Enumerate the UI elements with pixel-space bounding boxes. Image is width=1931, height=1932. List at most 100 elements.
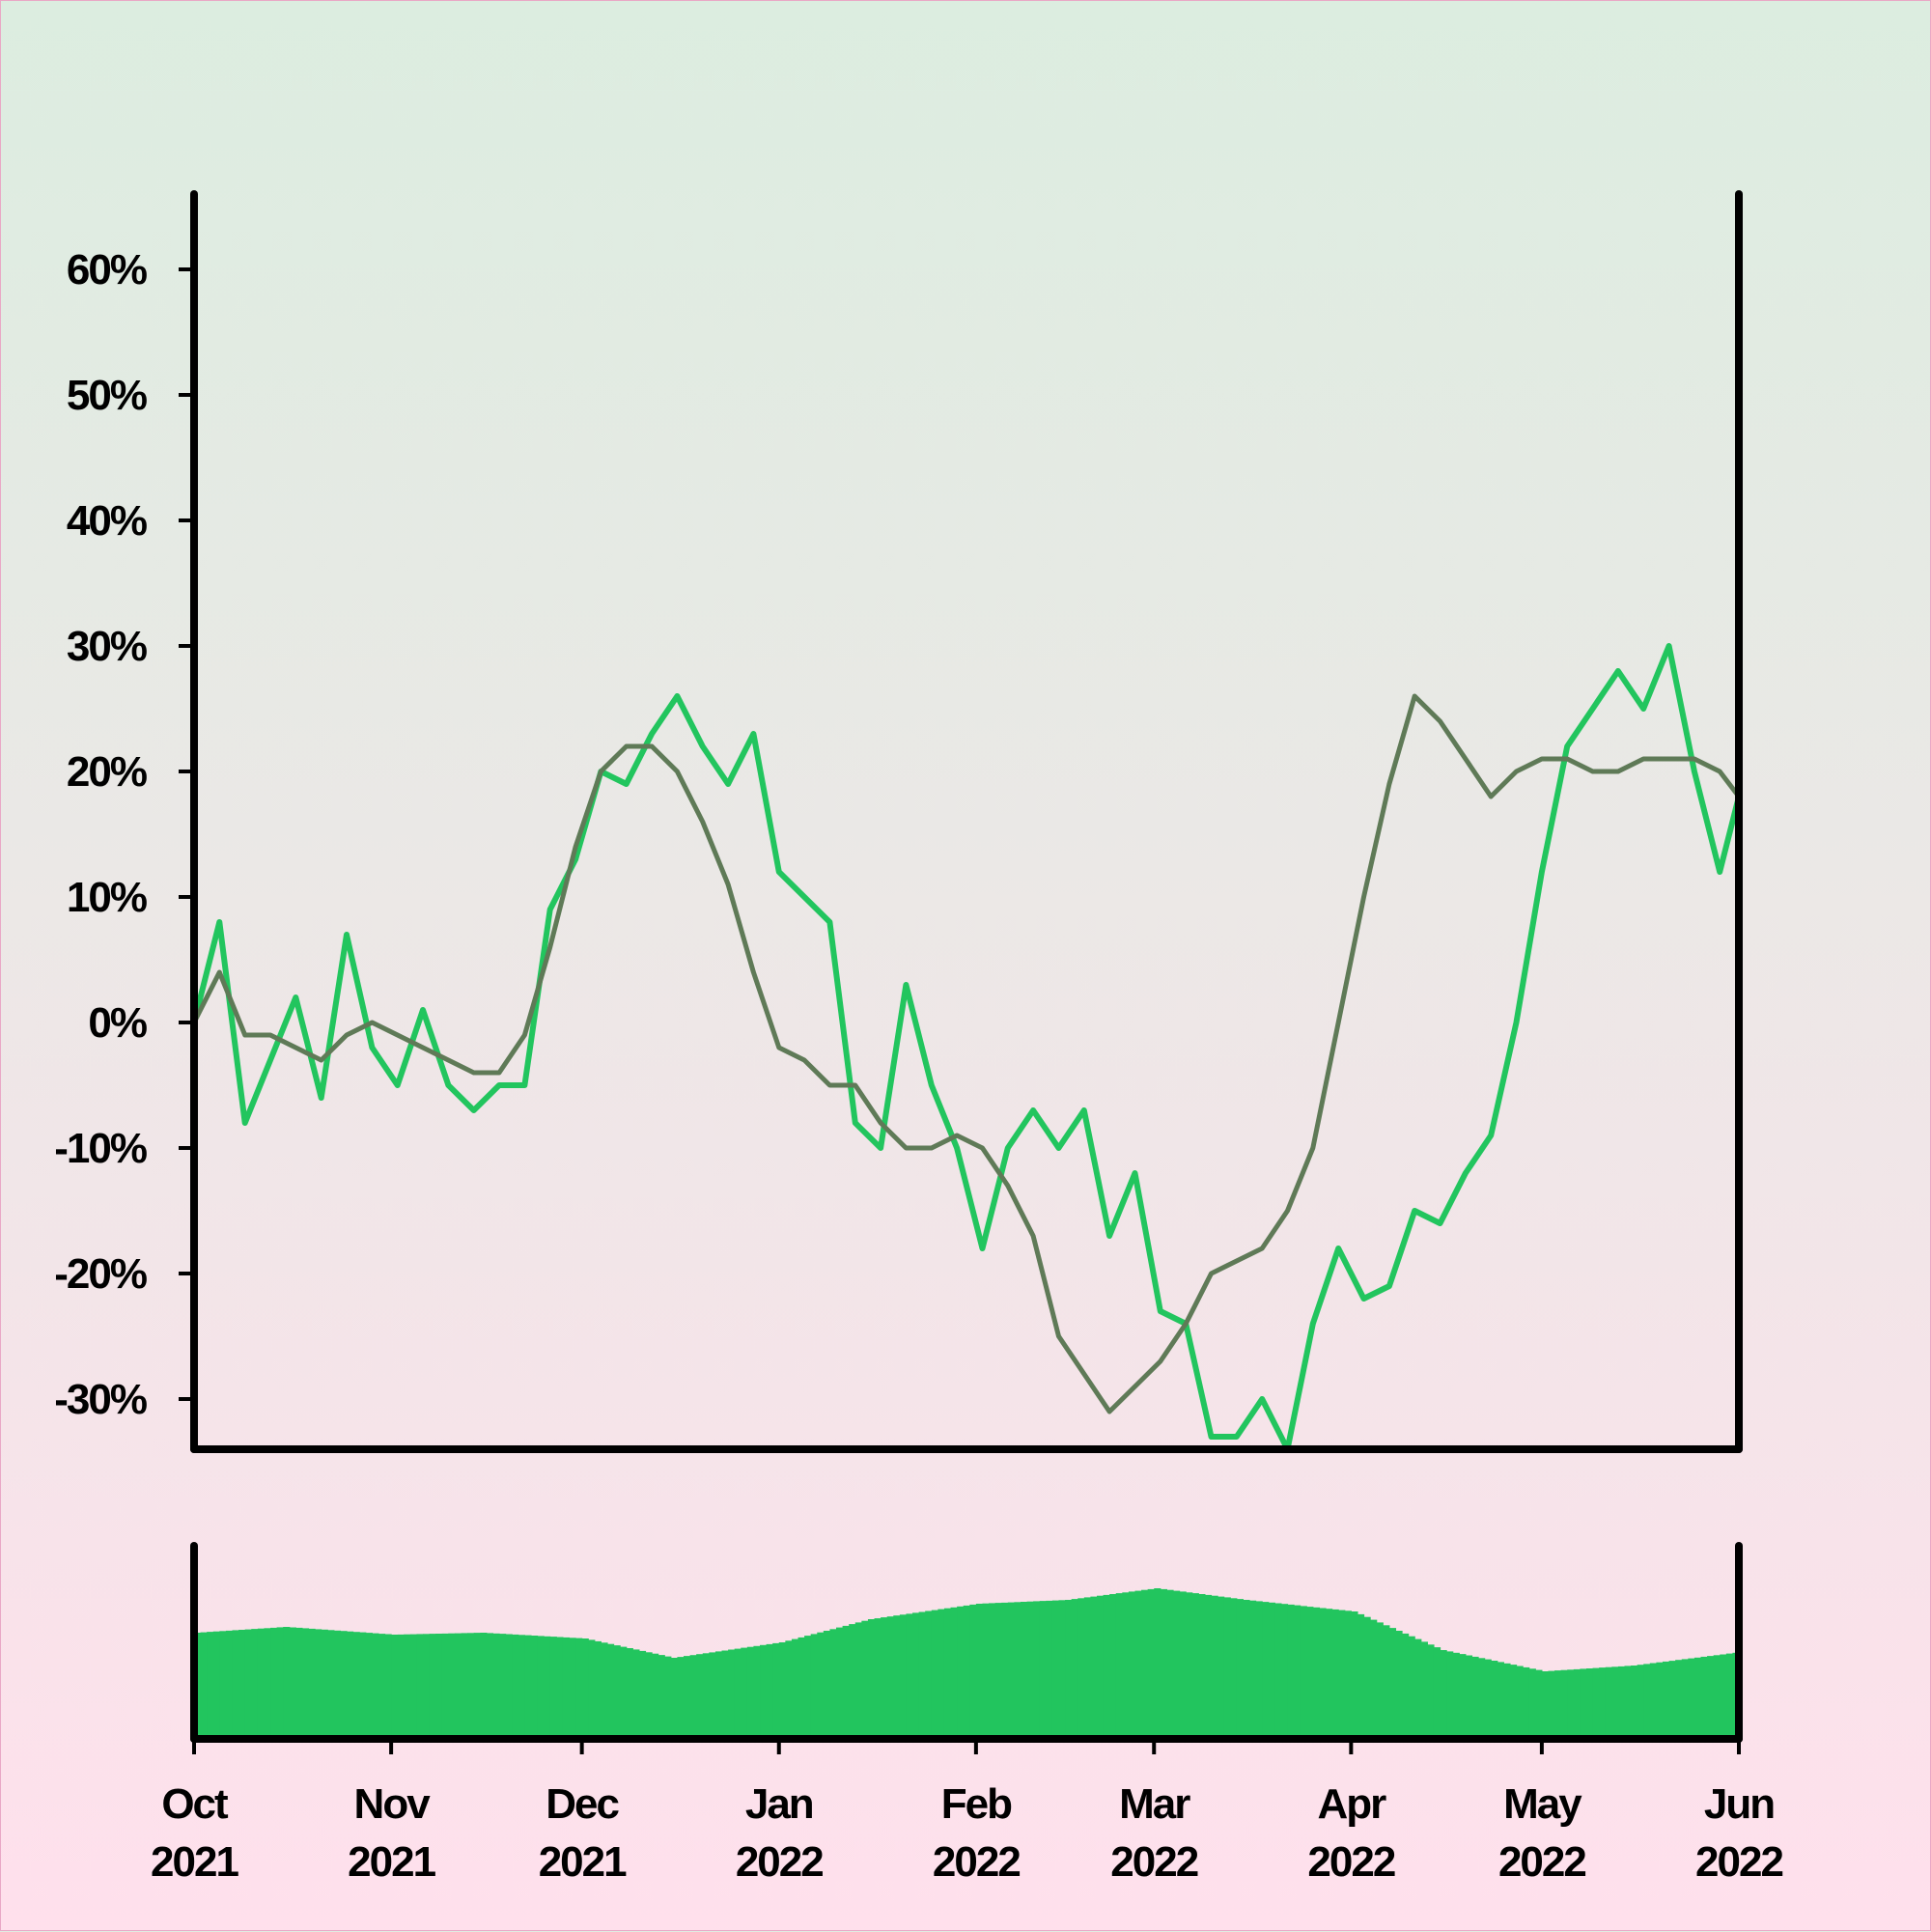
volume-bar	[645, 1652, 653, 1739]
volume-bar	[1103, 1594, 1110, 1739]
volume-bar	[1026, 1601, 1034, 1739]
y-tick-label: 40%	[67, 497, 147, 545]
volume-bar	[1656, 1662, 1664, 1739]
volume-bar	[1096, 1595, 1105, 1739]
volume-bar	[1083, 1597, 1091, 1739]
volume-bar	[404, 1634, 411, 1739]
volume-bar	[244, 1629, 252, 1739]
volume-bar	[677, 1657, 685, 1739]
volume-bar	[1230, 1598, 1238, 1739]
series-1-line	[191, 693, 1742, 1414]
volume-bar	[1554, 1670, 1562, 1739]
volume-bar	[270, 1627, 278, 1739]
volume-bar	[836, 1627, 844, 1739]
volume-bar	[772, 1642, 780, 1739]
volume-bar	[1573, 1668, 1581, 1739]
x-tick-month-label: Dec	[546, 1780, 619, 1828]
volume-bar	[1090, 1596, 1098, 1739]
volume-bar	[1693, 1657, 1702, 1739]
volume-bar	[1662, 1661, 1670, 1739]
volume-bar	[912, 1612, 920, 1739]
volume-bar	[1446, 1651, 1454, 1739]
volume-bar	[1631, 1666, 1638, 1739]
volume-bar	[264, 1628, 271, 1739]
volume-bar	[1509, 1665, 1518, 1739]
volume-bar	[1535, 1669, 1543, 1739]
y-tick-label: -30%	[54, 1376, 147, 1423]
series-0-line	[191, 643, 1742, 1452]
volume-bar	[409, 1634, 418, 1739]
volume-bar	[301, 1628, 310, 1739]
volume-bar	[1172, 1590, 1181, 1739]
volume-bar	[1408, 1636, 1415, 1739]
volume-bar	[874, 1618, 882, 1739]
volume-bar	[480, 1633, 488, 1739]
y-tick-label: 50%	[67, 372, 147, 419]
volume-bar	[1370, 1619, 1378, 1739]
volume-bar	[1605, 1666, 1612, 1739]
volume-bar	[1503, 1663, 1511, 1740]
volume-bar	[423, 1634, 431, 1739]
volume-bar	[1326, 1609, 1333, 1739]
volume-bar	[1675, 1660, 1683, 1739]
volume-bar	[416, 1634, 424, 1739]
volume-bar	[435, 1634, 443, 1739]
volume-bar	[549, 1637, 557, 1739]
x-tick-month-label: May	[1503, 1780, 1582, 1828]
x-tick-month-label: Jun	[1704, 1780, 1774, 1828]
volume-bar	[1223, 1597, 1231, 1739]
volume-bar	[963, 1605, 970, 1739]
volume-bar	[1268, 1602, 1275, 1739]
volume-bar	[347, 1631, 354, 1739]
volume-bar	[308, 1628, 316, 1739]
volume-bar	[1007, 1602, 1015, 1739]
volume-bar	[1681, 1659, 1689, 1739]
volume-bar	[295, 1627, 303, 1739]
x-tick-year-label: 2022	[933, 1838, 1020, 1886]
volume-bar	[441, 1633, 449, 1739]
volume-bar	[238, 1630, 246, 1739]
volume-bar	[499, 1634, 507, 1739]
volume-bar	[1383, 1625, 1390, 1739]
volume-bar	[1420, 1641, 1428, 1739]
volume-bar	[200, 1632, 208, 1739]
volume-bar	[620, 1646, 628, 1739]
volume-bar	[1217, 1596, 1225, 1739]
volume-bar	[778, 1642, 786, 1739]
volume-bar	[486, 1633, 494, 1739]
volume-bar	[817, 1632, 825, 1739]
volume-bar	[1637, 1665, 1644, 1739]
volume-bar	[1058, 1600, 1066, 1739]
volume-bar	[601, 1642, 608, 1739]
x-tick-month-label: Oct	[161, 1780, 229, 1828]
volume-bar	[544, 1636, 551, 1740]
volume-bar	[1154, 1588, 1161, 1739]
volume-bar	[886, 1616, 894, 1739]
volume-bar	[429, 1634, 436, 1739]
x-tick-year-label: 2021	[151, 1838, 238, 1886]
volume-bar	[957, 1606, 965, 1739]
volume-bar	[696, 1654, 704, 1739]
volume-bar	[1541, 1671, 1550, 1739]
volume-bar	[1357, 1613, 1365, 1739]
volume-bar	[1649, 1663, 1657, 1739]
volume-bar	[1255, 1601, 1263, 1739]
volume-bar	[1585, 1668, 1594, 1739]
volume-bar	[1688, 1658, 1695, 1739]
volume-bar	[1166, 1589, 1174, 1739]
volume-bar	[1338, 1610, 1346, 1739]
volume-bar	[829, 1629, 837, 1739]
volume-bar	[1262, 1602, 1270, 1739]
volume-bar	[975, 1604, 984, 1739]
volume-bar	[327, 1630, 335, 1739]
y-tick-label: 20%	[67, 748, 147, 796]
volume-bar	[1427, 1644, 1435, 1739]
volume-bar	[918, 1611, 926, 1739]
volume-panel: Oct 2021 Nov 2021 Dec 2021 Jan 2022 Feb 2022 Mar 20…	[151, 1542, 1784, 1886]
volume-bar	[340, 1631, 348, 1739]
x-tick-year-label: 2022	[1498, 1838, 1585, 1886]
volume-bar	[721, 1650, 729, 1739]
volume-bar	[232, 1630, 239, 1739]
volume-bar	[1065, 1600, 1073, 1739]
volume-bar	[1452, 1652, 1460, 1740]
